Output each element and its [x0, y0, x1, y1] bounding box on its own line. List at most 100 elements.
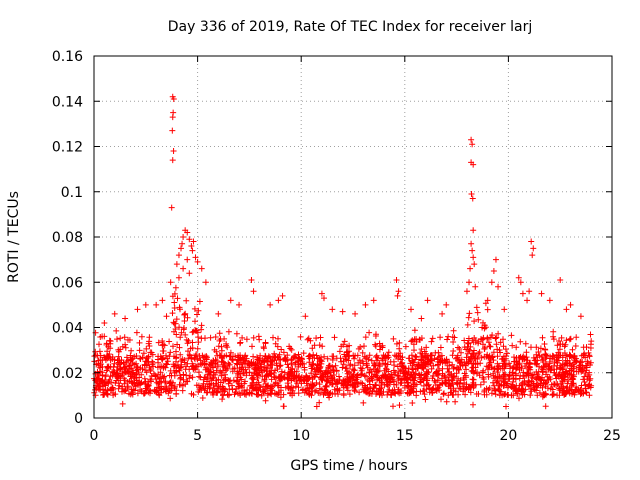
data-point: [190, 238, 197, 245]
data-point: [468, 191, 475, 198]
data-point: [178, 245, 185, 252]
data-point: [227, 297, 234, 304]
chart-title: Day 336 of 2019, Rate Of TEC Index for r…: [168, 19, 533, 35]
data-point: [275, 297, 282, 304]
data-point: [495, 283, 502, 290]
data-point: [198, 265, 205, 272]
y-tick-label: 0: [74, 411, 83, 427]
y-tick-label: 0.14: [52, 94, 83, 110]
data-point: [175, 274, 182, 281]
data-point: [352, 310, 359, 317]
data-point: [169, 157, 176, 164]
data-point: [408, 306, 415, 313]
data-point: [179, 240, 186, 247]
data-point: [563, 306, 570, 313]
data-point: [418, 315, 425, 322]
data-point: [463, 288, 470, 295]
data-point: [180, 265, 187, 272]
y-tick-label: 0.04: [52, 321, 83, 337]
data-point: [394, 292, 401, 299]
data-point: [470, 227, 477, 234]
data-point: [134, 306, 141, 313]
data-point: [484, 297, 491, 304]
data-point: [267, 301, 274, 308]
data-point: [529, 252, 536, 259]
data-point: [469, 195, 476, 202]
axis-ticks: 0 5 10 15 20 25 0 0.02 0.04 0.06 0.08 0.1 0.12 0.14 0.…: [52, 49, 621, 444]
data-point: [184, 229, 191, 236]
data-point: [468, 136, 475, 143]
data-point: [470, 254, 477, 261]
data-point: [169, 127, 176, 134]
data-point: [163, 313, 170, 320]
data-point: [538, 290, 545, 297]
data-point: [175, 252, 182, 259]
data-point: [466, 279, 473, 286]
data-point: [488, 279, 495, 286]
data-point: [329, 306, 336, 313]
data-point: [490, 267, 497, 274]
dense-band-markers: [91, 284, 595, 410]
data-point: [186, 236, 193, 243]
data-point: [186, 270, 193, 277]
x-tick-label: 20: [499, 428, 517, 444]
data-point: [194, 258, 201, 265]
data-point: [530, 245, 537, 252]
data-point: [557, 276, 564, 283]
data-point: [167, 279, 174, 286]
data-point: [184, 256, 191, 263]
data-point: [424, 297, 431, 304]
data-point: [122, 315, 129, 322]
y-tick-label: 0.02: [52, 366, 83, 382]
data-point: [250, 288, 257, 295]
data-point: [471, 261, 478, 268]
data-point: [472, 283, 479, 290]
x-tick-label: 15: [396, 428, 414, 444]
data-point: [101, 319, 108, 326]
data-point: [142, 301, 149, 308]
data-point: [189, 247, 196, 254]
data-point: [202, 279, 209, 286]
x-tick-label: 10: [292, 428, 310, 444]
data-point: [370, 297, 377, 304]
data-point: [153, 301, 160, 308]
y-tick-label: 0.1: [61, 185, 83, 201]
x-tick-label: 0: [90, 428, 99, 444]
data-point: [395, 288, 402, 295]
data-point: [192, 254, 199, 261]
y-tick-label: 0.16: [52, 49, 83, 65]
data-point: [320, 295, 327, 302]
y-tick-label: 0.12: [52, 140, 83, 156]
data-point: [439, 310, 446, 317]
data-point: [188, 243, 195, 250]
data-point: [159, 297, 166, 304]
data-point: [236, 301, 243, 308]
data-point: [546, 297, 553, 304]
data-point: [393, 276, 400, 283]
data-point: [339, 308, 346, 315]
data-point: [524, 297, 531, 304]
data-point: [468, 240, 475, 247]
x-tick-label: 25: [603, 428, 621, 444]
data-point: [528, 238, 535, 245]
data-point: [170, 148, 177, 155]
data-point: [567, 301, 574, 308]
data-point: [515, 274, 522, 281]
data-point: [180, 234, 187, 240]
data-point: [467, 265, 474, 272]
grid-lines: [94, 56, 612, 418]
data-point: [517, 279, 524, 286]
data-point: [469, 141, 476, 148]
x-tick-label: 5: [193, 428, 202, 444]
data-point: [302, 313, 309, 320]
x-axis-label: GPS time / hours: [290, 458, 407, 474]
data-point: [169, 114, 176, 121]
data-point: [173, 261, 180, 268]
data-point: [519, 290, 526, 297]
data-point: [248, 276, 255, 283]
data-point: [362, 301, 369, 308]
dense-band-series: [91, 284, 595, 410]
scatter-series: [101, 93, 584, 326]
